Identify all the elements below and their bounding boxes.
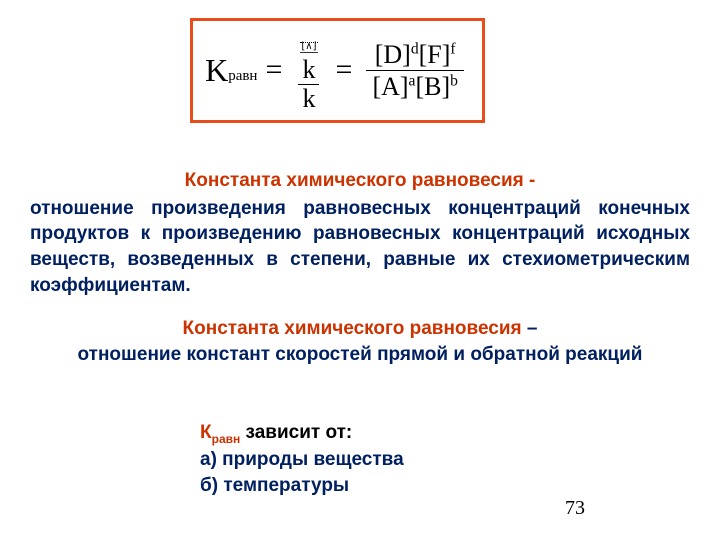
definition-2-dash: –: [522, 318, 538, 339]
conc-B: [B]: [415, 72, 450, 101]
formula-equals-1: =: [265, 55, 282, 85]
formula-k-ratio: ⌊∧⌋ k k: [296, 29, 321, 112]
formula-conc-ratio: [D]d[F]f [A]a[B]b: [366, 39, 463, 103]
depends-title: Кравн зависит от:: [200, 420, 404, 447]
definition-2-heading: Константа химического равновесия: [183, 318, 522, 339]
equilibrium-formula: Kравн = ⌊∧⌋ k k = [D]d[F]f [A]a[B]b: [205, 29, 470, 112]
depends-K: Кравн: [200, 422, 240, 443]
depends-K-sub: равн: [212, 432, 241, 446]
formula-k-num: k: [302, 55, 315, 84]
conc-B-sup: b: [450, 72, 458, 89]
formula-k-num-over: ⌊∧⌋: [300, 42, 317, 53]
depends-item-a: а) природы вещества: [200, 447, 404, 473]
formula-equals-2: =: [336, 55, 353, 85]
formula-box: Kравн = ⌊∧⌋ k k = [D]d[F]f [A]a[B]b: [190, 18, 485, 123]
page-number: 73: [565, 497, 585, 520]
conc-D: [D]: [375, 40, 411, 69]
definition-2: Константа химического равновесия – отнош…: [30, 316, 690, 367]
formula-k-den: k: [298, 84, 319, 112]
definitions-block: Константа химического равновесия - отнош…: [30, 168, 690, 367]
formula-K: K: [205, 54, 228, 86]
depends-rest: зависит от:: [240, 422, 352, 443]
slide: Kравн = ⌊∧⌋ k k = [D]d[F]f [A]a[B]b: [0, 0, 720, 540]
definition-1-content: отношение произведения равновесных конце…: [30, 198, 690, 296]
conc-D-sup: d: [411, 40, 419, 57]
depends-block: Кравн зависит от: а) природы вещества б)…: [200, 420, 404, 498]
conc-F: [F]: [419, 40, 451, 69]
conc-A: [A]: [372, 72, 408, 101]
depends-item-b: б) температуры: [200, 473, 404, 499]
definition-1: Константа химического равновесия - отнош…: [30, 168, 690, 298]
conc-F-sup: f: [450, 40, 455, 57]
definition-2-content: отношение констант скоростей прямой и об…: [78, 344, 643, 365]
definition-1-heading: Константа химического равновесия -: [30, 168, 690, 194]
formula-K-sub: равн: [228, 69, 257, 84]
